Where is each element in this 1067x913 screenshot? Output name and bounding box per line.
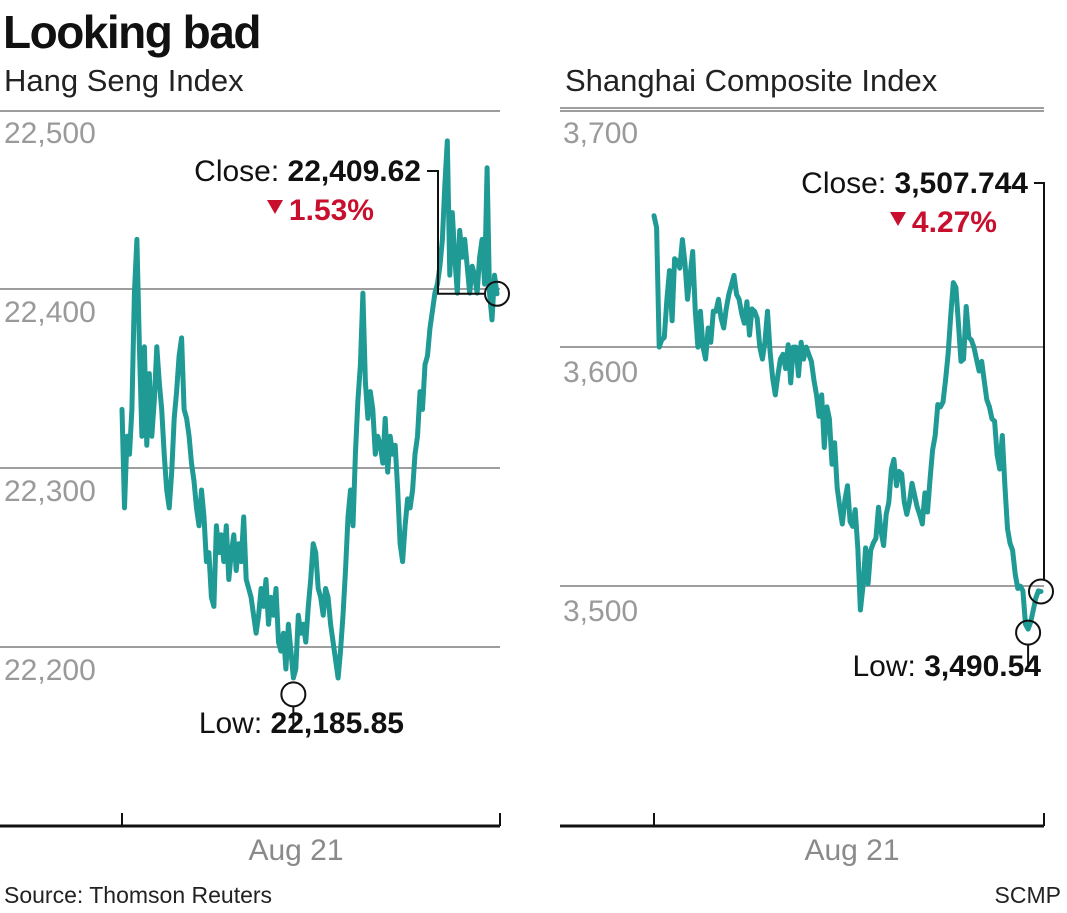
hang-seng-low-value: 22,185.85 (271, 707, 404, 740)
shanghai-y-tick-label: 3,500 (563, 595, 638, 628)
hang-seng-y-tick-label: 22,500 (4, 117, 96, 150)
hang-seng-panel: Hang Seng Index 22,500 22,400 22,300 22,200 A… (0, 63, 510, 867)
hang-seng-change-percent: 1.53% (289, 194, 374, 227)
hang-seng-close-connector (427, 170, 485, 295)
hang-seng-low-annotation: Low: 22,185.85 (199, 707, 404, 740)
hang-seng-y-tick-label: 22,300 (4, 475, 96, 508)
hang-seng-close-label: Close: (194, 155, 287, 188)
publisher-credit: SCMP (994, 882, 1061, 908)
hang-seng-y-tick-label: 22,200 (4, 654, 96, 687)
hang-seng-y-tick-label: 22,400 (4, 296, 96, 329)
hang-seng-down-arrow-icon (267, 200, 283, 214)
shanghai-low-label: Low: (853, 650, 925, 683)
shanghai-down-arrow-icon (890, 212, 906, 226)
shanghai-close-marker (1028, 578, 1054, 605)
shanghai-close-value: 3,507.744 (895, 167, 1029, 200)
hang-seng-close-value: 22,409.62 (288, 155, 421, 188)
shanghai-y-tick-label: 3,700 (563, 117, 638, 150)
hang-seng-close-annotation: Close: 22,409.62 (194, 155, 421, 188)
shanghai-close-annotation: Close: 3,507.744 (801, 167, 1028, 200)
source-credit: Source: Thomson Reuters (4, 882, 273, 908)
chart-title: Looking bad (3, 6, 261, 58)
shanghai-low-value: 3,490.54 (924, 650, 1041, 683)
shanghai-x-tick-label: Aug 21 (804, 834, 899, 867)
hang-seng-series-line (119, 138, 500, 681)
shanghai-change-percent: 4.27% (912, 206, 997, 239)
hang-seng-x-tick-label: Aug 21 (248, 834, 343, 867)
shanghai-close-connector (1034, 182, 1045, 580)
shanghai-title: Shanghai Composite Index (565, 63, 938, 98)
shanghai-y-tick-label: 3,600 (563, 356, 638, 389)
hang-seng-low-label: Low: (199, 707, 271, 740)
hang-seng-low-marker (280, 681, 307, 708)
hang-seng-title: Hang Seng Index (4, 63, 244, 98)
shanghai-low-annotation: Low: 3,490.54 (853, 650, 1042, 683)
shanghai-close-label: Close: (801, 167, 894, 200)
shanghai-panel: Shanghai Composite Index 3,700 3,600 3,500 A… (560, 63, 1054, 867)
shanghai-series-line (651, 213, 1044, 632)
